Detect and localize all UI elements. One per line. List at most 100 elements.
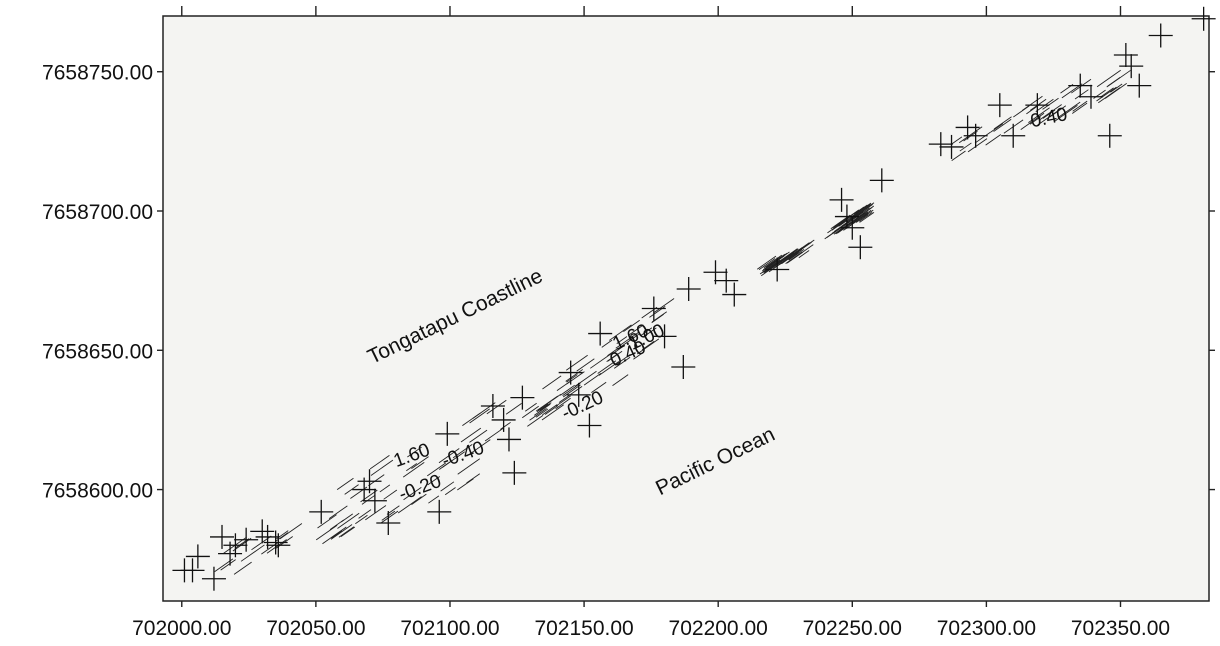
hatch-stroke	[505, 403, 522, 415]
hatch-stroke	[536, 403, 549, 413]
hatch-stroke	[974, 131, 991, 144]
hatch-stroke	[993, 118, 1012, 132]
survey-point-cross-icon	[834, 204, 859, 229]
hatch-stroke	[583, 372, 602, 386]
hatch-stroke	[855, 213, 869, 223]
survey-point-cross-icon	[427, 499, 452, 524]
hatch-stroke	[1042, 97, 1059, 110]
hatch-stroke	[460, 427, 482, 443]
hatch-stroke	[542, 404, 558, 416]
survey-point-cross-icon	[1191, 6, 1216, 31]
hatch-stroke	[444, 487, 456, 496]
hatch-stroke	[524, 402, 537, 412]
survey-point-cross-icon	[1001, 123, 1026, 148]
hatch-stroke	[607, 350, 623, 362]
hatch-stroke	[601, 339, 613, 348]
hatch-stroke	[763, 254, 783, 269]
survey-point-cross-icon	[671, 355, 696, 379]
hatch-stroke	[368, 474, 385, 487]
hatch-stroke	[266, 539, 287, 554]
survey-point-cross-icon	[250, 519, 275, 544]
hatch-stroke	[521, 405, 539, 419]
x-tick-label: 702150.00	[534, 617, 633, 640]
hatch-stroke	[484, 427, 505, 442]
hatch-stroke	[427, 462, 446, 477]
hatch-stroke	[598, 361, 620, 376]
hatch-stroke	[428, 495, 440, 504]
hatch-stroke	[361, 495, 375, 505]
survey-point-cross-icon	[1113, 43, 1138, 67]
hatch-stroke	[1057, 101, 1081, 118]
hatch-stroke	[993, 116, 1012, 130]
hatch-stroke	[636, 338, 660, 355]
survey-points	[172, 6, 1216, 591]
survey-point-cross-icon	[588, 321, 613, 346]
survey-point-cross-icon	[210, 524, 235, 549]
hatch-stroke	[279, 523, 303, 540]
hatch-stroke	[486, 399, 507, 415]
hatch-stroke	[355, 514, 368, 525]
survey-point-cross-icon	[496, 427, 521, 452]
hatch-stroke	[589, 351, 614, 369]
hatch-stroke	[859, 211, 873, 222]
hatch-stroke	[469, 408, 490, 424]
hatch-stroke	[565, 354, 588, 371]
hatch-stroke	[527, 415, 544, 427]
hatch-stroke	[853, 211, 869, 222]
survey-point-cross-icon	[266, 533, 291, 558]
survey-point-cross-icon	[1127, 73, 1152, 98]
survey-point-cross-icon	[928, 132, 953, 157]
x-tick-label: 702050.00	[266, 617, 365, 640]
hatch-stroke	[835, 224, 849, 235]
hatch-stroke	[612, 374, 629, 387]
hatch-stroke	[1072, 102, 1088, 114]
hatch-stroke	[365, 505, 387, 521]
y-axis: 7658600.00 7658650.00 7658700.00 7658750.00	[42, 62, 1215, 503]
x-tick-label: 702200.00	[669, 617, 768, 640]
hatch-stroke	[651, 313, 664, 324]
hatch-stroke	[397, 496, 422, 514]
hatch-stroke	[537, 393, 562, 411]
hatch-stroke	[790, 244, 814, 261]
survey-point-cross-icon	[362, 488, 387, 513]
hatch-stroke	[765, 255, 785, 270]
survey-point-cross-icon	[1148, 23, 1173, 48]
hatch-stroke	[763, 256, 788, 274]
hatch-stroke	[852, 202, 875, 218]
survey-point-cross-icon	[652, 324, 677, 349]
hatch-stroke	[764, 261, 776, 270]
hatch-stroke	[329, 519, 344, 530]
hatch-stroke	[565, 369, 583, 382]
hatch-stroke	[853, 206, 865, 215]
hatch-stroke	[615, 331, 640, 349]
hatch-stroke	[462, 412, 481, 427]
hatch-stroke	[1039, 104, 1062, 121]
hatch-stroke	[591, 381, 607, 393]
hatch-stroke	[402, 461, 425, 478]
hatch-stroke	[336, 477, 354, 491]
hatch-stroke	[240, 544, 265, 562]
hatch-stroke	[629, 324, 644, 336]
hatch-stroke	[1100, 87, 1114, 98]
survey-point-cross-icon	[309, 499, 334, 524]
hatch-stroke	[386, 505, 400, 515]
survey-point-cross-icon	[263, 530, 288, 555]
hatch-stroke	[1042, 109, 1056, 119]
hatch-stroke	[315, 524, 338, 541]
hatch-stroke	[358, 509, 372, 519]
hatch-stroke	[529, 408, 547, 421]
hatch-stroke	[990, 123, 1004, 133]
survey-point-cross-icon	[510, 385, 535, 410]
hatch-stroke	[427, 476, 440, 486]
survey-point-cross-icon	[218, 541, 243, 566]
hatch-stroke	[544, 405, 559, 415]
survey-point-cross-icon	[829, 187, 854, 212]
hatch-stroke	[466, 473, 481, 484]
survey-point-cross-icon	[714, 268, 739, 293]
hatch-stroke	[1072, 100, 1088, 112]
hatch-stroke	[951, 150, 966, 162]
hatch-stroke	[641, 340, 655, 351]
hatch-stroke	[541, 404, 565, 421]
hatch-stroke	[967, 138, 988, 153]
